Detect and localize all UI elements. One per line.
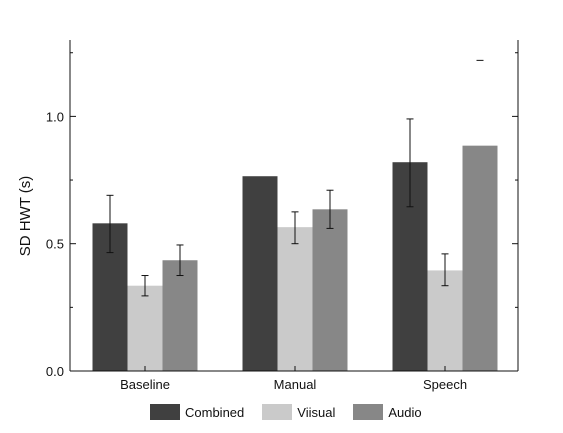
x-tick-label-manual: Manual — [274, 377, 317, 392]
x-tick-label-speech: Speech — [423, 377, 467, 392]
legend-item-viisual: Viisual — [262, 404, 335, 420]
y-tick-label: 0.0 — [46, 364, 64, 379]
y-axis-title: SD HWT (s) — [17, 176, 34, 257]
legend-swatch — [353, 404, 384, 420]
bar-baseline-audio — [162, 260, 198, 371]
bar-baseline-viisual — [127, 285, 163, 371]
legend-label: Viisual — [297, 404, 336, 420]
legend: Combined Viisual Audio — [150, 401, 440, 423]
legend-item-combined: Combined — [150, 404, 244, 420]
error-bars-layer — [106, 59, 484, 297]
legend-swatch — [262, 404, 293, 420]
bar-manual-combined — [242, 176, 278, 371]
bar-chart: 0.0 0.5 1.0 Baseline Manual Speech SD HWT (s) — [17, 40, 519, 392]
bar-speech-viisual — [427, 270, 463, 371]
y-tick-label: 1.0 — [46, 109, 64, 124]
ticks-layer: 0.0 0.5 1.0 Baseline Manual Speech — [46, 52, 518, 392]
x-tick-label-baseline: Baseline — [120, 377, 170, 392]
legend-swatch — [150, 404, 180, 420]
legend-label: Combined — [185, 404, 245, 420]
legend-item-audio: Audio — [353, 404, 422, 420]
legend-label: Audio — [388, 404, 422, 420]
bar-manual-audio — [312, 209, 348, 371]
bars-layer — [92, 145, 498, 371]
bar-speech-audio — [462, 145, 498, 371]
y-tick-label: 0.5 — [46, 237, 64, 252]
bar-manual-viisual — [277, 227, 313, 371]
